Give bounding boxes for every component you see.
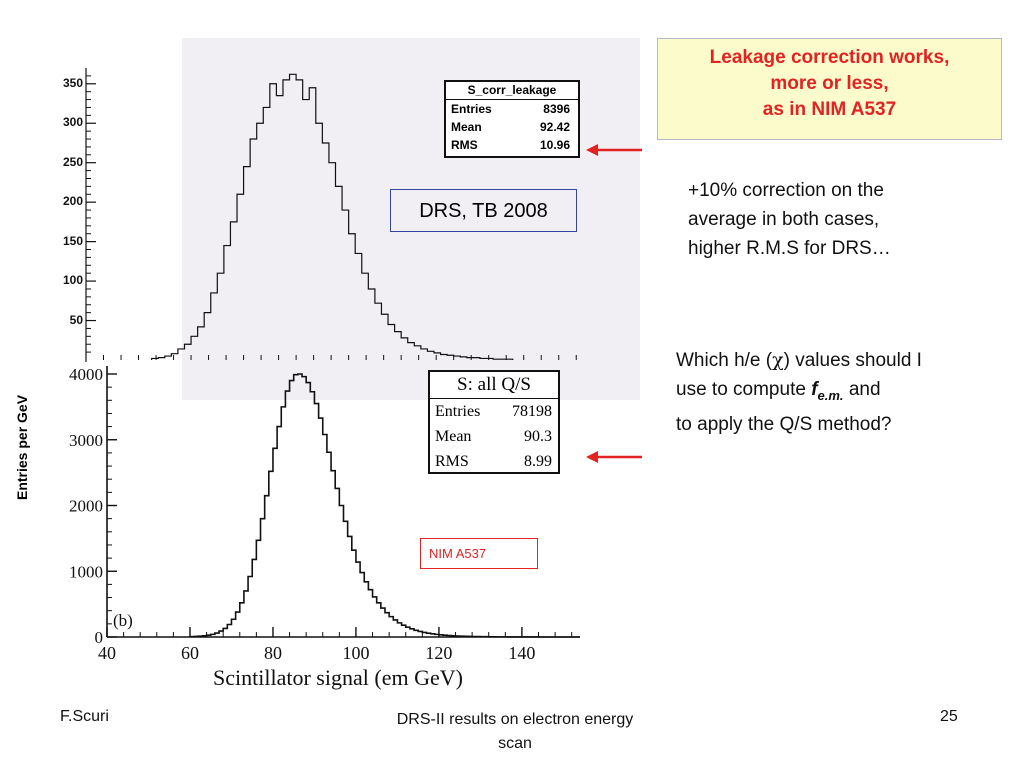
note1-line-2: average in both cases, (688, 209, 880, 230)
bottom-x-tick-label: 100 (342, 643, 369, 663)
bottom-x-tick-label: 80 (264, 643, 282, 663)
bottom-x-tick-label: 120 (425, 643, 452, 663)
bottom-stats-entries-row: Entries 78198 (430, 399, 558, 424)
bottom-axes: 0 1000 2000 3000 4000 40 60 80 100 120 140 (69, 365, 580, 663)
callout-line-2: more or less, (770, 73, 889, 94)
top-stats-mean-row: Mean 92.42 (446, 118, 578, 136)
arrow-left-icon (586, 144, 642, 156)
top-stats-box: S_corr_leakage Entries 8396 Mean 92.42 RMS… (444, 80, 580, 158)
bottom-histogram-plot: 0 1000 2000 3000 4000 40 60 80 100 120 140 (b) Sci… (69, 365, 580, 690)
top-y-tick-labels: 50 100 150 200 250 300 350 (45, 64, 85, 364)
footer-author: F.Scuri (60, 708, 109, 725)
nim-annotation-box: NIM A537 (420, 538, 538, 569)
note2-line-3: to apply the Q/S method? (676, 413, 892, 435)
drs-annotation-box: DRS, TB 2008 (390, 189, 577, 232)
arrow-left-icon (586, 451, 642, 463)
bottom-x-tick-label: 140 (508, 643, 535, 663)
top-y-tick-label: 300 (62, 115, 83, 130)
bottom-y-tick-label: 0 (95, 628, 104, 647)
bottom-stats-mean-row: Mean 90.3 (430, 424, 558, 449)
note1-line-3: higher R.M.S for DRS… (688, 238, 891, 259)
bottom-stats-rms-row: RMS 8.99 (430, 449, 558, 474)
footer-title: DRS-II results on electron energy scan (360, 708, 670, 756)
note2-line-1: Which h/e (χ) values should I (676, 349, 922, 371)
top-stats-entries-row: Entries 8396 (446, 100, 578, 118)
top-stats-rms-row: RMS 10.96 (446, 136, 578, 154)
top-y-tick-label: 200 (62, 194, 83, 209)
bottom-x-tick-label: 60 (181, 643, 199, 663)
correction-note: +10% correction on the average in both c… (688, 176, 1008, 263)
question-note: Which h/e (χ) values should I use to com… (676, 346, 1021, 439)
callout-line-1: Leakage correction works, (709, 47, 950, 68)
callout-line-3: as in NIM A537 (762, 99, 897, 120)
bottom-entries-label: Entries (435, 403, 481, 420)
top-y-tick-label: 100 (62, 273, 83, 288)
bottom-histogram-series (189, 373, 580, 638)
bottom-stats-box: S: all Q/S Entries 78198 Mean 90.3 RMS 8.99 (428, 370, 560, 474)
footer-title-line-2: scan (498, 735, 532, 752)
note2-line-2: use to compute fe.m. and (676, 379, 881, 403)
top-mean-label: Mean (451, 120, 482, 134)
top-rms-label: RMS (451, 138, 478, 152)
bottom-rms-value: 8.99 (524, 453, 552, 470)
bottom-rms-label: RMS (435, 453, 469, 470)
footer-title-line-1: DRS-II results on electron energy (396, 711, 634, 728)
top-histogram-plot (85, 68, 577, 362)
x-axis-title: Scintillator signal (em GeV) (213, 665, 463, 690)
top-y-tick-label: 350 (62, 75, 83, 90)
y-axis-title: Entries per GeV (14, 394, 30, 500)
bottom-x-tick-label: 40 (98, 643, 116, 663)
top-y-tick-label: 250 (62, 154, 83, 169)
bottom-y-tick-label: 3000 (69, 431, 103, 450)
panel-label: (b) (113, 611, 133, 630)
top-entries-value: 8396 (543, 102, 570, 116)
top-stats-title: S_corr_leakage (446, 82, 578, 100)
top-histogram-series (151, 73, 514, 360)
top-y-tick-label: 50 (69, 312, 83, 327)
top-axes (85, 68, 577, 362)
bottom-entries-value: 78198 (512, 403, 552, 420)
top-entries-label: Entries (451, 102, 492, 116)
top-rms-value: 10.96 (539, 138, 570, 152)
note1-line-1: +10% correction on the (688, 180, 884, 201)
bottom-mean-label: Mean (435, 428, 472, 445)
bottom-y-tick-label: 2000 (69, 497, 103, 516)
footer-page-number: 25 (940, 708, 958, 725)
top-y-tick-label: 150 (62, 233, 83, 248)
bottom-mean-value: 90.3 (524, 428, 552, 445)
bottom-stats-title: S: all Q/S (430, 372, 558, 399)
top-mean-value: 92.42 (539, 120, 570, 134)
bottom-y-tick-label: 1000 (69, 562, 103, 581)
leakage-callout-box: Leakage correction works, more or less, … (657, 38, 1002, 140)
bottom-y-tick-label: 4000 (69, 365, 103, 384)
